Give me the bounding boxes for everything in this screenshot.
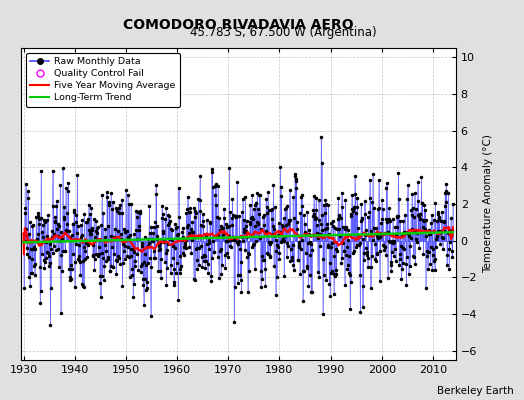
Title: COMODORO RIVADAVIA AERO: COMODORO RIVADAVIA AERO bbox=[123, 18, 354, 32]
Text: Berkeley Earth: Berkeley Earth bbox=[437, 386, 514, 396]
Legend: Raw Monthly Data, Quality Control Fail, Five Year Moving Average, Long-Term Tren: Raw Monthly Data, Quality Control Fail, … bbox=[26, 53, 180, 107]
Text: 45.783 S, 67.500 W (Argentina): 45.783 S, 67.500 W (Argentina) bbox=[190, 26, 376, 39]
Y-axis label: Temperature Anomaly (°C): Temperature Anomaly (°C) bbox=[483, 134, 493, 274]
